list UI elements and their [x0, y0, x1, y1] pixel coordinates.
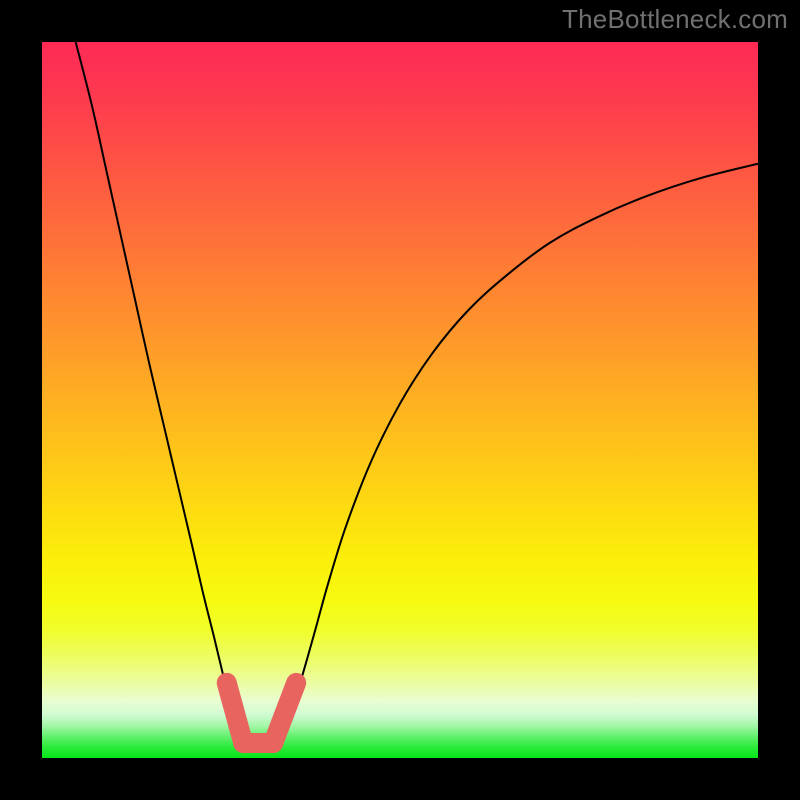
- chart-svg: [42, 42, 758, 758]
- plot-area: [42, 42, 758, 758]
- chart-frame: TheBottleneck.com: [0, 0, 800, 800]
- chart-background: [42, 42, 758, 758]
- watermark-text: TheBottleneck.com: [562, 4, 788, 35]
